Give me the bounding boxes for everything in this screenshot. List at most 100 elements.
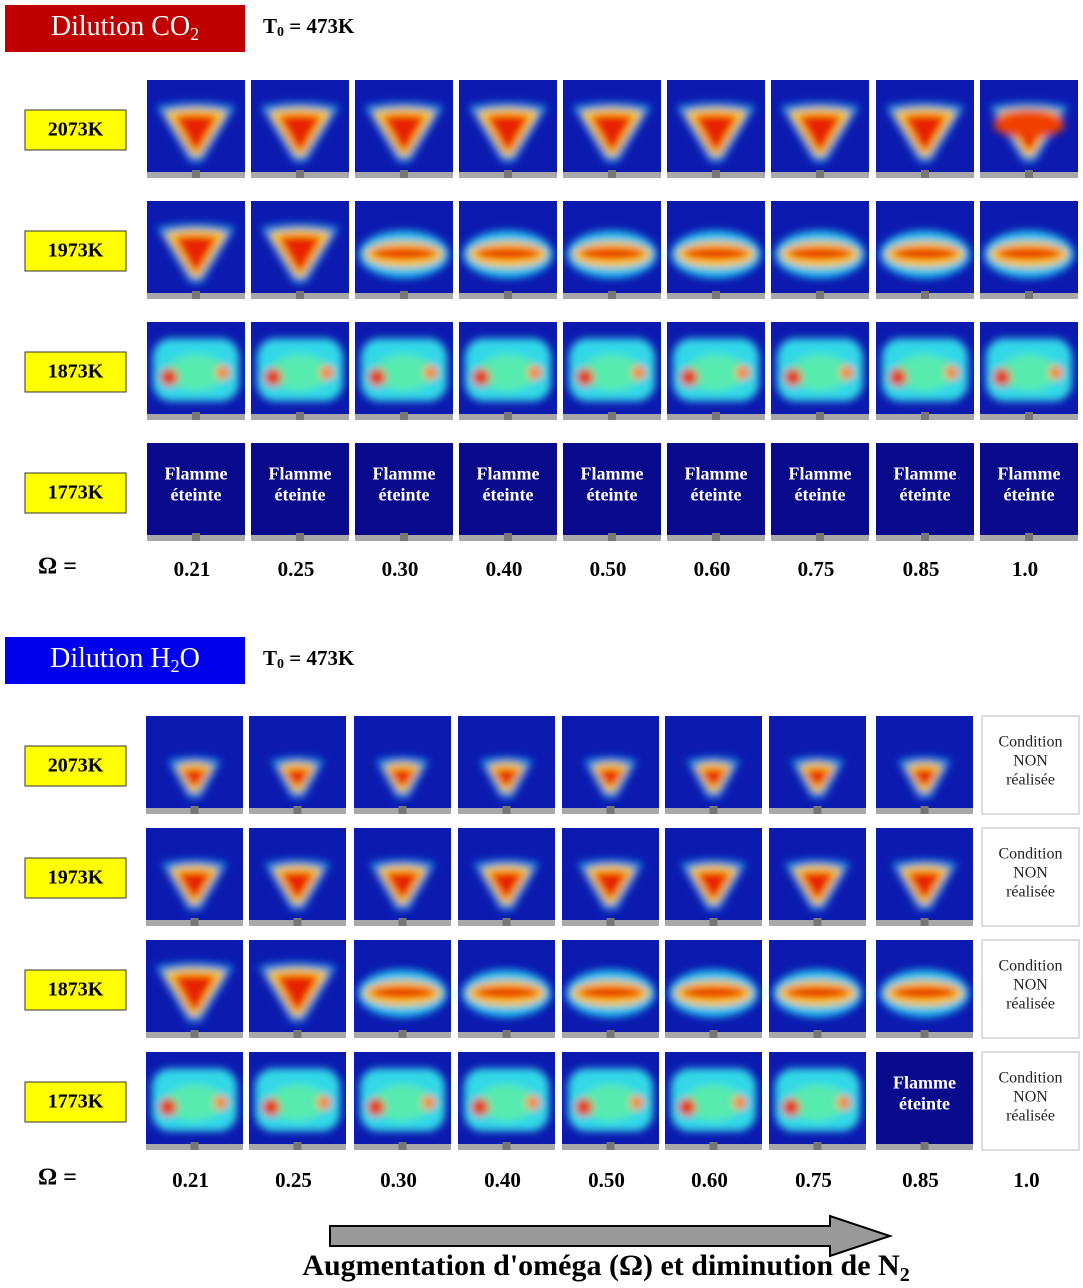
- cell: [562, 1052, 659, 1150]
- flame: [360, 1068, 445, 1132]
- temperature-box: [24, 745, 127, 787]
- burner: [192, 170, 200, 178]
- extinct-text: éteinte: [1004, 485, 1055, 505]
- cell: [665, 828, 762, 926]
- flame: [569, 338, 655, 402]
- cell: [355, 201, 453, 299]
- condition-text: NON: [1013, 753, 1048, 770]
- flame-spot: [526, 1095, 540, 1110]
- burner: [293, 1030, 302, 1038]
- flame: [577, 859, 644, 910]
- t0-text: T: [263, 646, 277, 670]
- flame-core: [788, 1084, 847, 1121]
- flame: [891, 859, 958, 910]
- burner: [400, 533, 408, 541]
- flame-spot: [471, 1098, 489, 1117]
- flame-hot: [385, 871, 420, 898]
- t0-sub: 0: [277, 25, 284, 40]
- cell: [458, 716, 555, 814]
- cell: Condition NON réalisée: [981, 715, 1080, 815]
- flame: [775, 1068, 860, 1132]
- t0: T0 = 473K: [263, 646, 355, 672]
- flame: [983, 230, 1075, 279]
- omega-value: 0.50: [590, 557, 627, 581]
- temperature-box: [24, 1081, 127, 1123]
- t0-text: T: [263, 14, 277, 38]
- condition-text: NON: [1013, 977, 1048, 994]
- condition-box: [981, 827, 1080, 927]
- condition-text: Condition: [998, 1070, 1062, 1087]
- flame: [161, 859, 228, 910]
- burner: [398, 806, 407, 814]
- flame-spot: [782, 1098, 800, 1117]
- flame-spot: [367, 1098, 385, 1117]
- t0-rest: = 473K: [284, 646, 355, 670]
- flame: [375, 756, 430, 798]
- section-title-box: [5, 5, 245, 52]
- cell: [354, 1052, 451, 1150]
- cell: [355, 80, 453, 178]
- flame-spot: [1049, 365, 1063, 380]
- burner: [504, 533, 512, 541]
- flame: [152, 1068, 237, 1132]
- flame-spot: [262, 1098, 280, 1117]
- section: Dilution CO2 T0 = 473K 2073K 1973K 1873K 1773…: [5, 5, 1078, 581]
- flame-spot: [889, 368, 907, 387]
- flame: [670, 230, 762, 279]
- flame-spot: [368, 368, 386, 387]
- cell: Condition NON réalisée: [981, 939, 1080, 1039]
- flame-hot: [577, 986, 644, 999]
- cell: [147, 80, 245, 178]
- flame: [774, 230, 866, 279]
- flame-hot: [382, 114, 426, 150]
- burner: [606, 1030, 615, 1038]
- flame-hot: [474, 247, 542, 260]
- flame-bg: [876, 443, 974, 541]
- flame-bg: [667, 443, 765, 541]
- omega-value: 0.25: [278, 557, 315, 581]
- flame-spot: [630, 1095, 644, 1110]
- temperature-label: 2073K: [48, 755, 104, 777]
- omega-value: 1.0: [1013, 1168, 1039, 1192]
- flame-core: [686, 354, 746, 391]
- flame-hot: [680, 986, 747, 999]
- flame-hot: [800, 871, 835, 898]
- cell: [355, 322, 453, 420]
- cell: [665, 940, 762, 1038]
- cell: [876, 716, 973, 814]
- condition-text: Condition: [998, 958, 1062, 975]
- cell: [876, 940, 973, 1038]
- extinct-text: éteinte: [379, 485, 430, 505]
- temperature-box: [24, 351, 127, 393]
- condition-text: NON: [1013, 1089, 1048, 1106]
- burner: [190, 918, 199, 926]
- temperature-box: [24, 472, 127, 514]
- temperature-box: [24, 969, 127, 1011]
- burner: [400, 412, 408, 420]
- cell: [251, 322, 349, 420]
- flame-spot: [214, 1095, 228, 1110]
- burner: [712, 170, 720, 178]
- flame-spot: [945, 365, 959, 380]
- flame-hot: [903, 114, 947, 150]
- flame-spot: [680, 368, 698, 387]
- burner: [712, 533, 720, 541]
- omega-value: 0.30: [380, 1168, 417, 1192]
- condition-text: réalisée: [1006, 884, 1055, 901]
- flame-hot: [700, 768, 727, 786]
- temperature-label: 1873K: [48, 979, 104, 1001]
- cell: [667, 80, 765, 178]
- flame-hot: [682, 247, 750, 260]
- flame-spot: [840, 365, 854, 380]
- flame-hot: [786, 247, 854, 260]
- flame: [583, 756, 638, 798]
- flame-hot: [389, 768, 416, 786]
- flame-hot: [597, 768, 624, 786]
- title-text: Dilution CO: [51, 11, 190, 42]
- cell: Condition NON réalisée: [981, 827, 1080, 927]
- cell: [980, 201, 1078, 299]
- cell: [771, 322, 869, 420]
